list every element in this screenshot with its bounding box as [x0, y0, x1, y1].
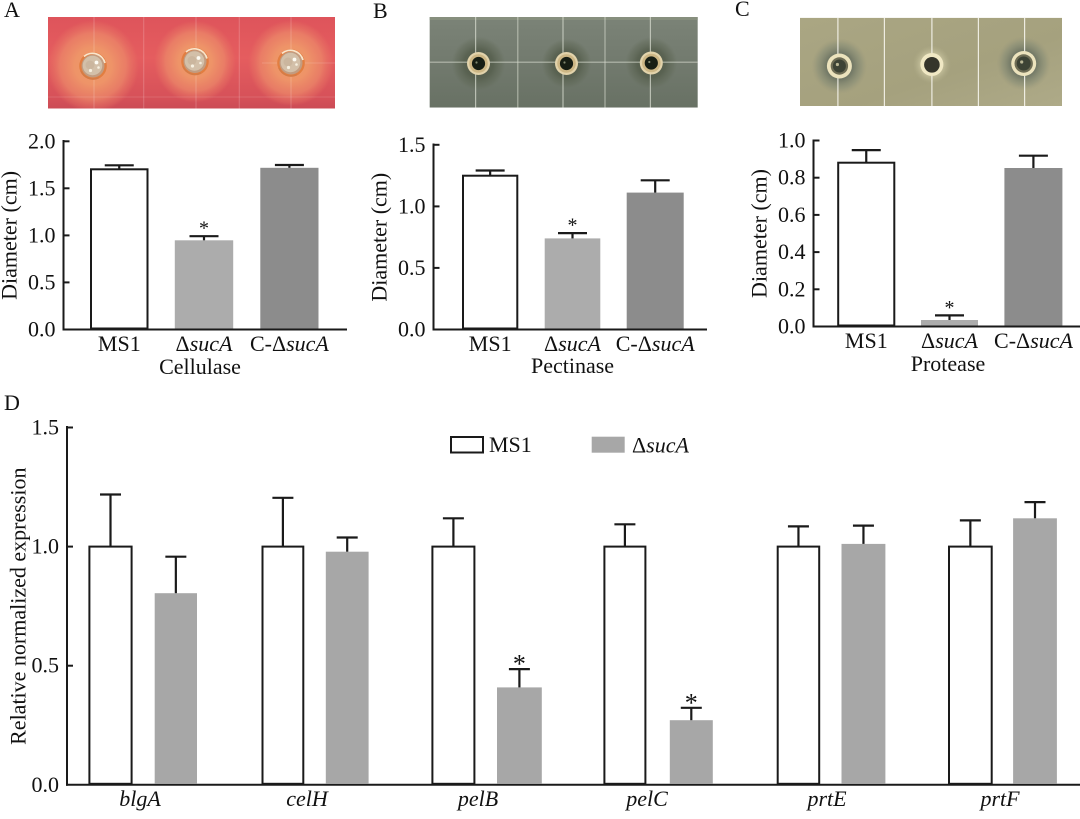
svg-text:0.2: 0.2: [778, 276, 806, 301]
svg-text:MS1: MS1: [469, 331, 512, 356]
svg-text:0.0: 0.0: [778, 314, 806, 339]
svg-text:prtE: prtE: [805, 786, 847, 811]
svg-text:0.5: 0.5: [28, 269, 56, 294]
svg-text:*: *: [199, 218, 209, 240]
svg-text:0.6: 0.6: [778, 202, 806, 227]
svg-text:0.0: 0.0: [398, 317, 426, 342]
svg-text:Pectinase: Pectinase: [531, 353, 614, 378]
svg-text:Relative normalized expression: Relative normalized expression: [6, 468, 31, 745]
svg-text:MS1: MS1: [98, 331, 141, 356]
svg-text:A: A: [4, 0, 20, 22]
svg-text:0.5: 0.5: [32, 653, 60, 678]
svg-text:Diameter (cm): Diameter (cm): [367, 173, 392, 302]
svg-text:*: *: [685, 688, 698, 717]
svg-text:1.5: 1.5: [28, 175, 56, 200]
svg-text:Protease: Protease: [911, 351, 986, 376]
svg-text:B: B: [373, 0, 388, 23]
svg-text:1.0: 1.0: [32, 534, 60, 559]
svg-text:C: C: [735, 0, 750, 21]
svg-text:D: D: [4, 390, 20, 415]
svg-text:0.8: 0.8: [778, 165, 806, 190]
svg-text:Diameter (cm): Diameter (cm): [747, 169, 772, 298]
svg-text:2.0: 2.0: [28, 128, 56, 153]
svg-text:0.4: 0.4: [778, 239, 806, 264]
svg-text:Diameter (cm): Diameter (cm): [0, 171, 22, 300]
svg-text:MS1: MS1: [489, 432, 532, 457]
svg-text:MS1: MS1: [845, 328, 888, 353]
svg-text:pelC: pelC: [624, 786, 668, 811]
svg-text:blgA: blgA: [119, 786, 161, 811]
svg-text:0.0: 0.0: [28, 317, 56, 342]
svg-text:ΔsucA: ΔsucA: [544, 331, 601, 356]
svg-text:C-ΔsucA: C-ΔsucA: [994, 328, 1073, 353]
svg-text:ΔsucA: ΔsucA: [632, 433, 689, 458]
svg-text:C-ΔsucA: C-ΔsucA: [250, 331, 329, 356]
svg-text:0.5: 0.5: [398, 255, 426, 280]
svg-text:pelB: pelB: [456, 786, 498, 811]
svg-text:prtF: prtF: [978, 786, 1020, 811]
svg-text:Cellulase: Cellulase: [159, 354, 241, 379]
svg-text:*: *: [513, 650, 526, 679]
svg-text:C-ΔsucA: C-ΔsucA: [616, 331, 695, 356]
svg-text:1.5: 1.5: [398, 132, 426, 157]
svg-text:ΔsucA: ΔsucA: [176, 331, 233, 356]
svg-text:1.5: 1.5: [32, 415, 60, 440]
svg-text:1.0: 1.0: [28, 222, 56, 247]
svg-text:0.0: 0.0: [32, 772, 60, 797]
svg-text:*: *: [568, 215, 578, 237]
svg-text:1.0: 1.0: [398, 193, 426, 218]
svg-text:1.0: 1.0: [778, 128, 806, 153]
svg-text:celH: celH: [286, 786, 329, 811]
svg-text:ΔsucA: ΔsucA: [921, 328, 978, 353]
svg-text:*: *: [945, 297, 955, 319]
